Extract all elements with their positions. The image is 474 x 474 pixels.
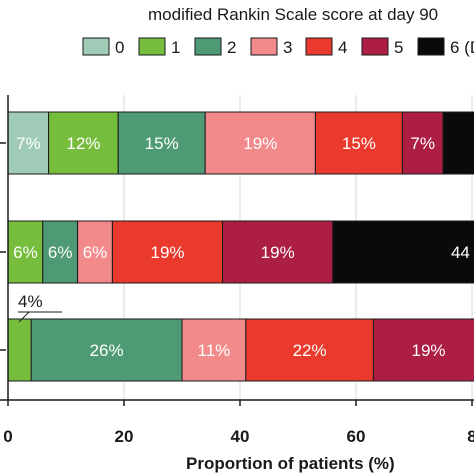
segment-label: 6% (83, 243, 108, 262)
x-tick-label: 8 (467, 427, 474, 446)
bar-segment (117, 111, 206, 175)
segment-label: 6% (48, 243, 73, 262)
legend-swatch (138, 37, 166, 56)
segment-label: 26% (90, 341, 124, 360)
x-tick-label: 60 (347, 427, 366, 446)
annotation-leader (18, 311, 30, 323)
segment-label: 12% (66, 134, 100, 153)
bar-segment (245, 318, 374, 382)
bar-segment (30, 318, 183, 382)
segment-label: 19% (411, 341, 445, 360)
segment-label: 7% (16, 134, 41, 153)
bar-segment (332, 220, 474, 284)
legend: 0 1 2 3 4 5 6 (De (82, 37, 474, 57)
bar-segment (111, 220, 224, 284)
x-tick-label: 20 (115, 427, 134, 446)
segment-label: 6% (13, 243, 38, 262)
bar-segment (7, 220, 44, 284)
legend-swatch (194, 37, 222, 56)
legend-label: 3 (283, 38, 292, 57)
bar-segment (7, 111, 50, 175)
bar-segment (181, 318, 247, 382)
segment-label: 11% (198, 341, 231, 360)
segment-label: 19% (261, 243, 295, 262)
segment-label: 44 (451, 243, 470, 262)
bars: 7% 12% 15% 19% 15% 7% 6% 6% 6% 19% 19% 44 26% 11% 22% 1… (0, 111, 474, 382)
segment-label: 7% (410, 134, 435, 153)
bar-segment (7, 318, 32, 382)
segment-label: 19% (150, 243, 184, 262)
legend-swatch (361, 37, 389, 56)
legend-label: 0 (115, 38, 124, 57)
x-axis: 0 20 40 60 8 (0, 95, 474, 446)
bar-segment (48, 111, 119, 175)
bar-segment (442, 111, 474, 175)
legend-swatch (305, 37, 333, 56)
segment-label: 19% (243, 134, 277, 153)
legend-label: 4 (338, 38, 347, 57)
bar-segment (204, 111, 316, 175)
bar-segment (222, 220, 334, 284)
legend-label: 1 (171, 38, 180, 57)
legend-label: 5 (394, 38, 403, 57)
annotation-label: 4% (18, 292, 43, 311)
bar-segment (314, 111, 403, 175)
legend-swatch (250, 37, 278, 56)
bar-segment (401, 111, 444, 175)
x-tick-label: 0 (3, 427, 12, 446)
bar-segment (77, 220, 113, 284)
x-axis-title: Proportion of patients (%) (186, 454, 395, 473)
legend-swatch (82, 37, 110, 56)
segment-label: 22% (293, 341, 327, 360)
segment-label: 15% (342, 134, 376, 153)
legend-label: 6 (De (450, 38, 474, 57)
chart-title: modified Rankin Scale score at day 90 (148, 5, 438, 24)
bar-segment (372, 318, 474, 382)
segment-label: 15% (145, 134, 179, 153)
legend-label: 2 (227, 38, 236, 57)
legend-swatch (417, 37, 445, 56)
x-tick-label: 40 (231, 427, 250, 446)
